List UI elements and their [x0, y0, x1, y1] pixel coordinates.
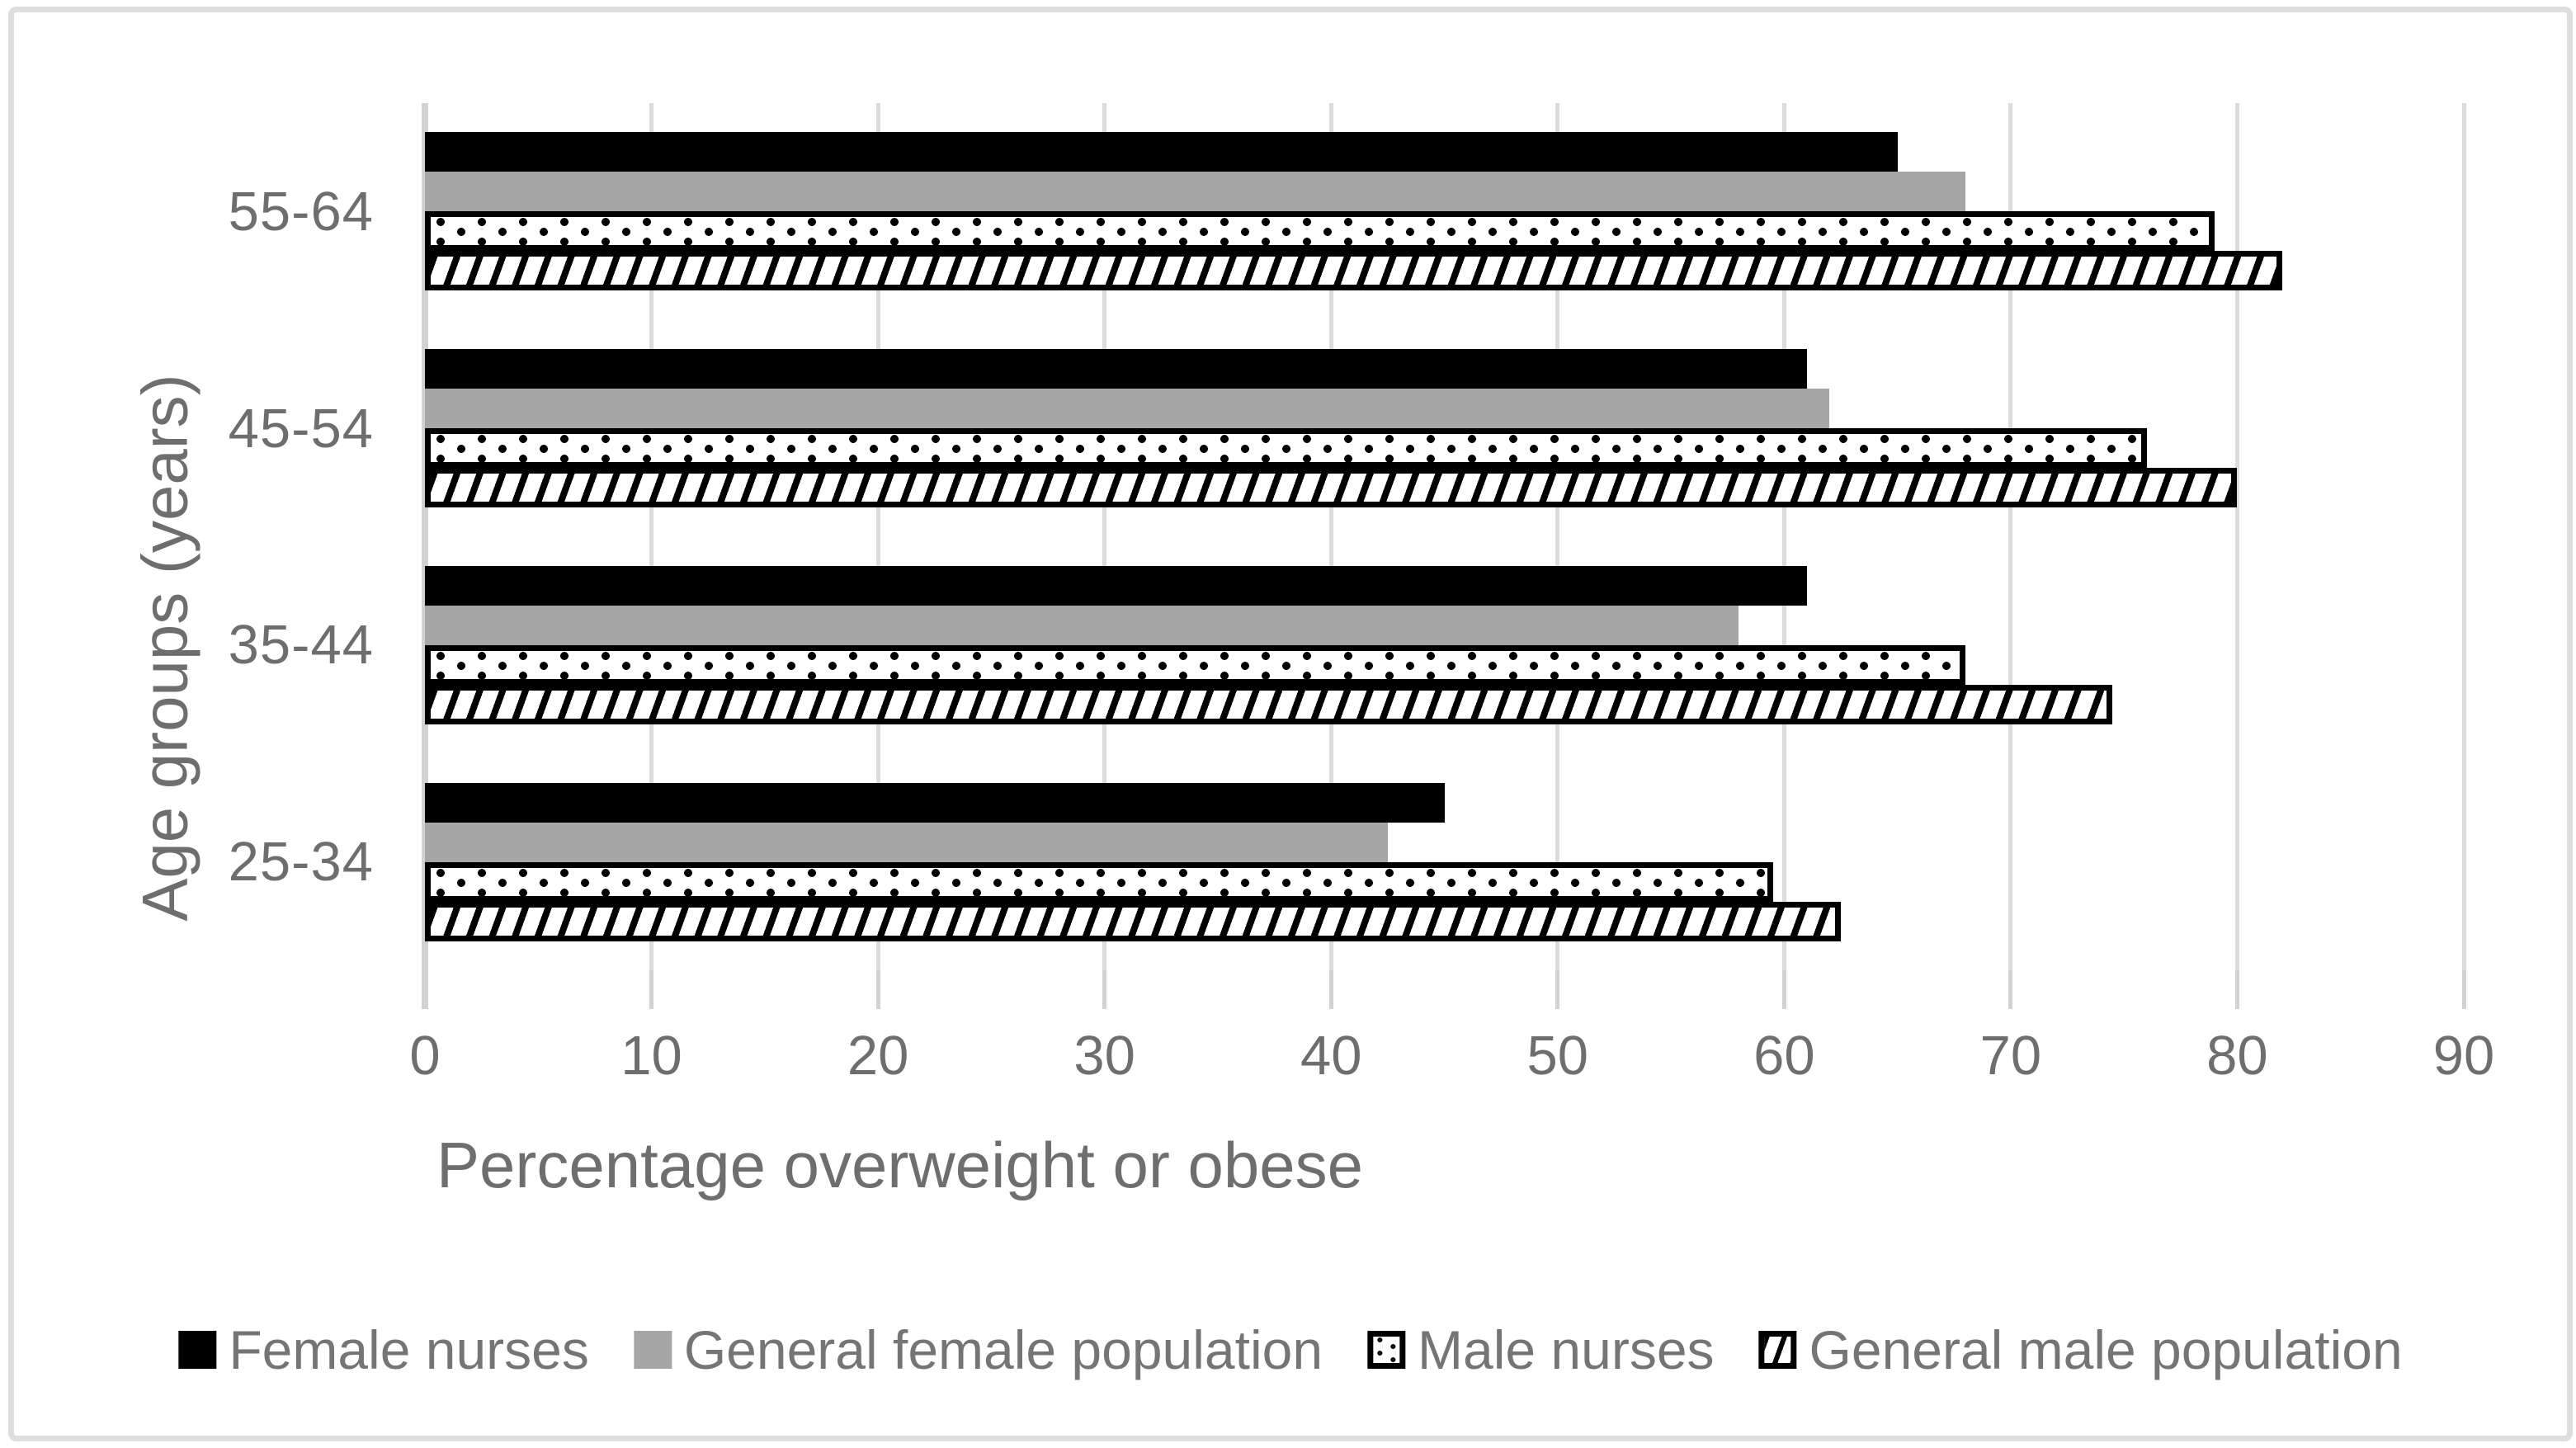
plot-area	[422, 103, 2466, 1009]
category-label-35-44: 35-44	[228, 614, 374, 677]
gridline-80	[2234, 103, 2239, 970]
x-tick-label-10: 10	[620, 1025, 682, 1087]
tick-mark-60	[1781, 970, 1786, 1009]
value-axis-line	[422, 103, 428, 1009]
gridline-60	[1781, 103, 1786, 970]
x-tick-label-50: 50	[1526, 1025, 1589, 1087]
category-label-45-54: 45-54	[228, 397, 374, 460]
tick-mark-80	[2234, 970, 2239, 1009]
x-tick-label-60: 60	[1753, 1025, 1815, 1087]
bar-group-55-64	[425, 132, 2464, 291]
bar-general-male-population-25-34	[425, 901, 1841, 941]
tick-mark-10	[649, 970, 654, 1009]
category-axis-labels: 55-64 45-54 35-44 25-34	[130, 103, 374, 970]
legend-swatch-dots	[1367, 1331, 1406, 1369]
bar-female-nurses-55-64	[425, 132, 1898, 172]
bar-female-nurses-45-54	[425, 349, 1807, 389]
bar-male-nurses-45-54	[425, 428, 2147, 469]
bar-group-45-54	[425, 349, 2464, 508]
tick-mark-50	[1555, 970, 1560, 1009]
legend-swatch-hatch	[1758, 1331, 1797, 1369]
tick-mark-70	[2008, 970, 2013, 1009]
legend-swatch-solid-gray	[633, 1331, 672, 1369]
tick-mark-90	[2461, 970, 2466, 1009]
bar-female-nurses-25-34	[425, 782, 1445, 823]
chart-legend: Female nurses General female population Ma…	[178, 1318, 2403, 1381]
gridline-30	[1102, 103, 1107, 970]
bar-general-female-population-45-54	[425, 389, 1830, 429]
gridline-90	[2461, 103, 2466, 970]
x-tick-label-80: 80	[2206, 1025, 2268, 1087]
x-tick-label-40: 40	[1300, 1025, 1362, 1087]
tick-mark-30	[1102, 970, 1107, 1009]
tick-mark-40	[1328, 970, 1333, 1009]
x-axis-tick-labels: 0 10 20 30 40 50 60 70 80 90	[409, 1024, 2494, 1098]
gridline-50	[1555, 103, 1560, 970]
x-tick-label-20: 20	[847, 1025, 909, 1087]
bar-general-female-population-25-34	[425, 822, 1388, 862]
x-axis-title: Percentage overweight or obese	[436, 1129, 1364, 1201]
gridline-70	[2008, 103, 2013, 970]
bar-general-female-population-55-64	[425, 172, 1965, 212]
bar-male-nurses-55-64	[425, 211, 2215, 252]
chart-figure: Age groups (years) 55-64 45-54 35-44 25-34 …	[8, 7, 2573, 1441]
legend-item-female-nurses: Female nurses	[178, 1318, 589, 1381]
legend-item-general-female-population: General female population	[633, 1318, 1323, 1381]
gridline-40	[1328, 103, 1333, 970]
bar-general-male-population-55-64	[425, 251, 2283, 291]
gridline-20	[875, 103, 880, 970]
bar-group-25-34	[425, 782, 2464, 941]
category-label-25-34: 25-34	[228, 831, 374, 894]
bar-general-female-population-35-44	[425, 605, 1739, 645]
bar-general-male-population-45-54	[425, 468, 2238, 508]
legend-item-general-male-population: General male population	[1758, 1318, 2403, 1381]
legend-label: Female nurses	[229, 1319, 589, 1380]
bar-male-nurses-25-34	[425, 861, 1773, 902]
gridline-10	[649, 103, 654, 970]
legend-label: General female population	[683, 1319, 1323, 1380]
x-tick-label-70: 70	[1979, 1025, 2042, 1087]
x-tick-label-0: 0	[409, 1025, 441, 1087]
x-tick-label-30: 30	[1073, 1025, 1135, 1087]
x-tick-label-90: 90	[2432, 1025, 2495, 1087]
legend-swatch-solid-black	[178, 1331, 217, 1369]
bar-group-35-44	[425, 565, 2464, 724]
category-label-55-64: 55-64	[228, 180, 374, 243]
legend-item-male-nurses: Male nurses	[1367, 1318, 1715, 1381]
legend-label: General male population	[1809, 1319, 2403, 1380]
tick-mark-20	[875, 970, 880, 1009]
bar-male-nurses-35-44	[425, 644, 1965, 685]
legend-label: Male nurses	[1418, 1319, 1715, 1380]
bar-female-nurses-35-44	[425, 565, 1807, 606]
bar-general-male-population-35-44	[425, 684, 2113, 724]
